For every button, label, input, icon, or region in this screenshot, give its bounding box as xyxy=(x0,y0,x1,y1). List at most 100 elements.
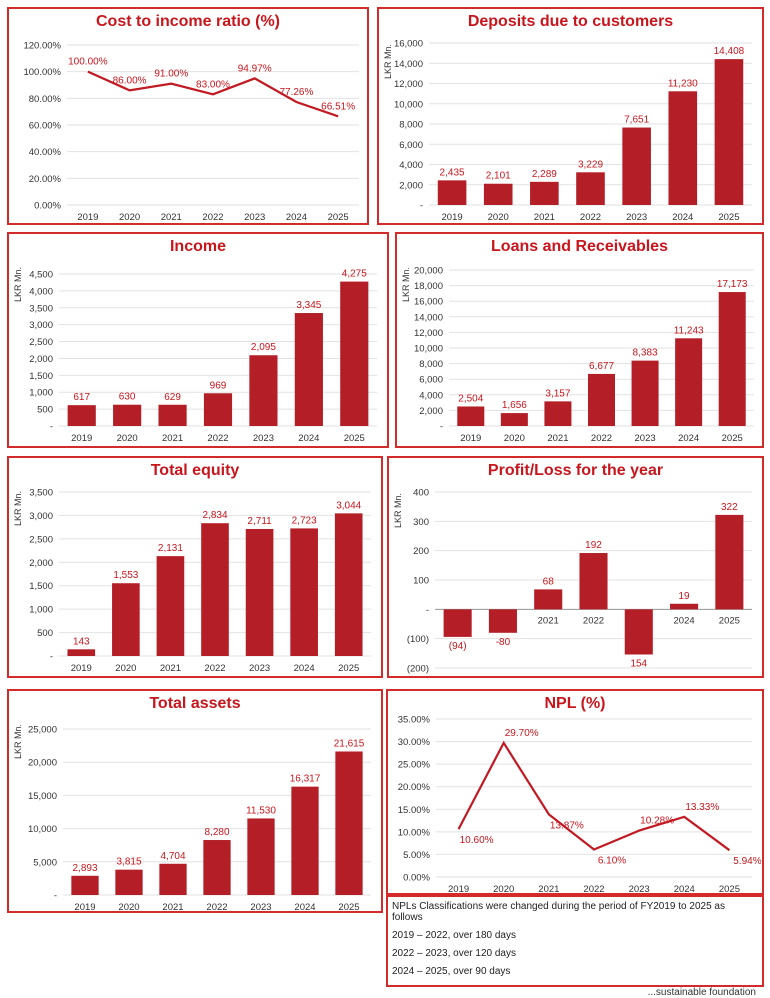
y-tick-label: 100 xyxy=(413,576,429,587)
data-label: 4,275 xyxy=(342,269,367,280)
x-tick-label: 2020 xyxy=(488,212,509,222)
data-label: 91.00% xyxy=(154,69,188,80)
y-tick-label: 35.00% xyxy=(398,715,431,726)
x-tick-label: 2020 xyxy=(115,663,136,674)
data-label: 11,230 xyxy=(668,78,698,89)
x-tick-label: 2021 xyxy=(538,884,559,892)
data-label: 14,408 xyxy=(714,46,745,57)
x-tick-label: 2019 xyxy=(448,884,469,892)
chart-panel-cost-to-income: 0.00% 20.00% 40.00% 60.00% 80.00% 100.00% 120.… xyxy=(7,7,369,225)
data-label: 630 xyxy=(119,392,136,403)
chart-title: NPL (%) xyxy=(544,695,606,712)
bar xyxy=(294,313,323,426)
y-tick-label: 6,000 xyxy=(419,375,443,386)
bar xyxy=(159,863,187,895)
y-axis-label: LKR Mn. xyxy=(383,43,393,79)
chart-title: Total equity xyxy=(150,462,240,479)
data-label: 13.33% xyxy=(685,802,719,813)
y-tick-label: 400 xyxy=(413,488,429,499)
x-tick-label: 2020 xyxy=(117,433,138,444)
bar xyxy=(156,556,185,656)
data-label: 11,243 xyxy=(674,325,704,336)
x-tick-label: 2021 xyxy=(162,433,183,444)
chart-panel-npl: 0.00% 5.00% 10.00% 15.00% 20.00% 25.00% 30.00%… xyxy=(386,689,764,895)
x-tick-label: 2023 xyxy=(253,433,274,444)
x-tick-label: 2025 xyxy=(718,212,739,222)
chart-svg-eq: - 500 1,000 1,500 2,000 2,500 3,000 3,500 2019 20… xyxy=(29,488,371,674)
bar xyxy=(291,786,319,895)
y-tick-label: 15.00% xyxy=(398,805,431,816)
bar xyxy=(201,523,229,656)
y-tick-label: 2,000 xyxy=(419,406,443,417)
data-label: 94.97% xyxy=(238,63,272,74)
y-tick-label: 10,000 xyxy=(394,99,423,110)
x-tick-label: 2019 xyxy=(442,212,463,222)
data-label: 77.26% xyxy=(279,87,313,98)
chart-title: Deposits due to customers xyxy=(467,13,674,30)
chart-title: Cost to income ratio (%) xyxy=(95,13,280,30)
data-label: 969 xyxy=(210,380,227,391)
y-tick-label: 200 xyxy=(413,546,429,557)
data-label: 13.87% xyxy=(550,820,584,831)
x-tick-label: 2019 xyxy=(74,902,95,910)
data-label: 2,095 xyxy=(251,342,276,353)
y-tick-label: 16,000 xyxy=(414,297,443,308)
data-label: 143 xyxy=(73,636,90,647)
data-label: 2,893 xyxy=(72,863,97,874)
y-tick-label: 5,000 xyxy=(33,857,57,868)
y-tick-label: 10,000 xyxy=(28,824,57,835)
y-tick-label: 10,000 xyxy=(414,344,443,355)
y-tick-label: 100.00% xyxy=(23,67,61,78)
x-tick-label: 2023 xyxy=(635,433,656,444)
data-label: 6,677 xyxy=(589,361,614,372)
bar xyxy=(437,180,467,205)
bar xyxy=(579,553,608,610)
y-axis-label: LKR Mn. xyxy=(401,266,411,302)
x-tick-label: 2025 xyxy=(328,212,349,222)
data-label: 1,656 xyxy=(502,400,527,411)
data-label: 2,711 xyxy=(247,516,272,527)
y-tick-label: (100) xyxy=(407,634,429,645)
chart-svg-pl: (200)(100)-10020030040020192020202120222… xyxy=(407,488,752,675)
y-tick-label: 5.00% xyxy=(403,850,430,861)
data-label: 16,317 xyxy=(290,774,321,785)
data-label: 6.10% xyxy=(598,855,626,866)
y-tick-label: - xyxy=(50,652,53,663)
x-tick-label: 2025 xyxy=(338,902,359,910)
x-tick-label: 2021 xyxy=(534,212,555,222)
y-axis-label: LKR Mn. xyxy=(13,723,23,759)
note-heading: NPLs Classifications were changed during… xyxy=(392,901,725,923)
x-tick-label: 2023 xyxy=(629,884,650,892)
x-tick-label: 2020 xyxy=(118,902,139,910)
x-tick-label: 2023 xyxy=(244,212,265,222)
x-tick-label: 2019 xyxy=(77,212,98,222)
x-tick-label: 2019 xyxy=(460,433,481,444)
data-label: 4,704 xyxy=(160,851,185,862)
bar xyxy=(443,609,472,637)
x-tick-label: 2021 xyxy=(538,615,559,626)
chart-panel-income: - 500 1,000 1,500 2,000 2,500 3,000 3,500 4,000 4… xyxy=(7,232,389,448)
data-label: 2,289 xyxy=(532,169,557,180)
data-label: 2,435 xyxy=(440,167,465,178)
bar xyxy=(113,404,142,426)
data-label: 2,723 xyxy=(292,515,317,526)
y-tick-label: 6,000 xyxy=(399,140,423,151)
chart-svg-ta: - 5,000 10,000 15,000 20,000 25,000 2019 2020 20… xyxy=(28,725,371,910)
x-tick-label: 2025 xyxy=(719,884,740,892)
y-tick-label: 2,000 xyxy=(29,558,53,569)
x-tick-label: 2023 xyxy=(626,212,647,222)
y-tick-label: 18,000 xyxy=(414,281,443,292)
y-tick-label: 20.00% xyxy=(29,174,62,185)
bar xyxy=(334,513,363,656)
data-label: 3,044 xyxy=(336,500,361,511)
y-tick-label: 25,000 xyxy=(28,725,57,736)
y-tick-label: 40.00% xyxy=(29,147,62,158)
bar xyxy=(457,406,485,426)
data-label: 83.00% xyxy=(196,79,230,90)
chart-svg-inc: - 500 1,000 1,500 2,000 2,500 3,000 3,500 4,000 4… xyxy=(29,269,377,444)
x-tick-label: 2025 xyxy=(719,615,740,626)
bar xyxy=(67,649,96,656)
y-tick-label: 500 xyxy=(37,628,53,639)
y-tick-label: 16,000 xyxy=(394,39,423,50)
series-line xyxy=(457,740,731,852)
